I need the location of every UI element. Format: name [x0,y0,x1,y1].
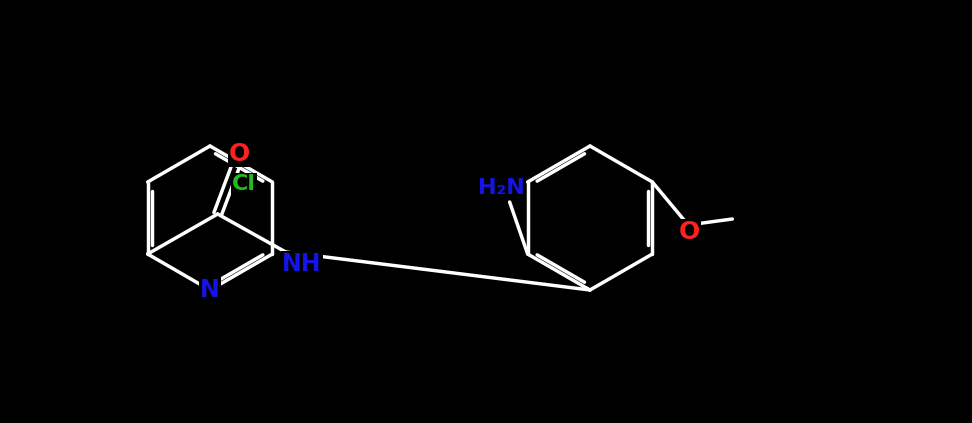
Text: O: O [229,142,250,166]
Text: O: O [678,220,700,244]
Text: H₂N: H₂N [478,178,525,198]
Text: Cl: Cl [232,174,257,194]
Text: NH: NH [282,252,322,276]
Text: N: N [200,278,220,302]
